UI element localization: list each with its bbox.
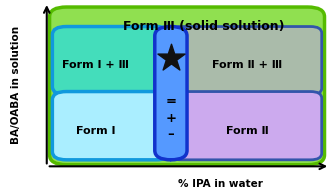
Text: Form I: Form I — [76, 125, 116, 136]
Text: Form I + Ⅲ: Form I + Ⅲ — [62, 60, 129, 70]
Text: =: = — [166, 95, 177, 108]
Text: +: + — [166, 112, 177, 125]
FancyBboxPatch shape — [52, 91, 170, 160]
FancyBboxPatch shape — [49, 7, 325, 165]
Text: Form Ⅱ + Ⅲ: Form Ⅱ + Ⅲ — [212, 60, 283, 70]
FancyBboxPatch shape — [170, 26, 322, 95]
FancyBboxPatch shape — [170, 91, 322, 160]
Text: Form Ⅲ (solid solution): Form Ⅲ (solid solution) — [123, 20, 285, 33]
Point — [168, 57, 174, 60]
Text: Form Ⅱ: Form Ⅱ — [226, 125, 269, 136]
Text: % IPA in water: % IPA in water — [178, 179, 263, 189]
Text: –: – — [168, 128, 174, 141]
FancyBboxPatch shape — [155, 26, 187, 160]
FancyBboxPatch shape — [52, 26, 170, 95]
Text: BA/OABA in solution: BA/OABA in solution — [11, 26, 21, 144]
